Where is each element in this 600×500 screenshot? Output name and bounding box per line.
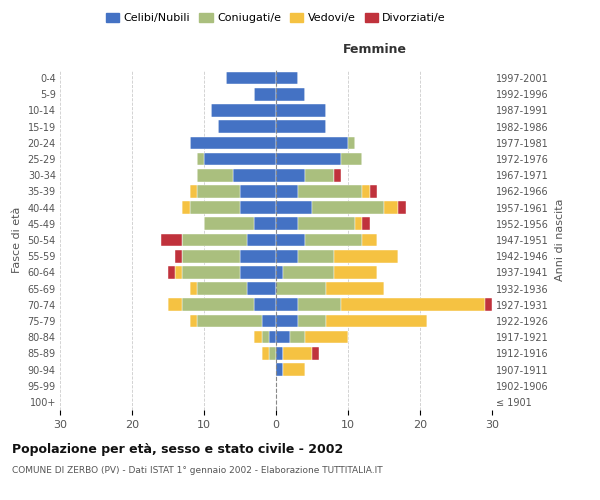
Bar xyxy=(254,88,276,101)
Bar xyxy=(305,169,334,181)
Text: COMUNE DI ZERBO (PV) - Dati ISTAT 1° gennaio 2002 - Elaborazione TUTTITALIA.IT: COMUNE DI ZERBO (PV) - Dati ISTAT 1° gen… xyxy=(12,466,383,475)
Bar xyxy=(398,202,406,214)
Bar xyxy=(276,347,283,360)
Bar xyxy=(341,152,362,166)
Bar xyxy=(240,266,276,278)
Bar xyxy=(276,169,305,181)
Bar xyxy=(370,185,377,198)
Bar xyxy=(485,298,492,311)
Y-axis label: Fasce di età: Fasce di età xyxy=(12,207,22,273)
Bar xyxy=(326,282,384,295)
Bar xyxy=(190,314,197,328)
Bar xyxy=(283,347,312,360)
Bar xyxy=(204,152,276,166)
Bar xyxy=(269,331,276,344)
Bar xyxy=(276,314,298,328)
Bar xyxy=(182,266,240,278)
Bar xyxy=(226,72,276,85)
Bar xyxy=(276,266,283,278)
Bar xyxy=(298,314,326,328)
Bar xyxy=(276,185,298,198)
Bar xyxy=(276,104,326,117)
Bar xyxy=(283,363,305,376)
Bar xyxy=(182,234,247,246)
Bar xyxy=(190,282,197,295)
Bar xyxy=(348,136,355,149)
Bar xyxy=(197,185,240,198)
Text: Popolazione per età, sesso e stato civile - 2002: Popolazione per età, sesso e stato civil… xyxy=(12,442,343,456)
Bar xyxy=(197,169,233,181)
Bar xyxy=(355,218,362,230)
Bar xyxy=(262,331,269,344)
Bar xyxy=(161,234,182,246)
Bar xyxy=(190,136,276,149)
Bar xyxy=(269,347,276,360)
Bar xyxy=(211,104,276,117)
Bar xyxy=(362,218,370,230)
Bar xyxy=(298,298,341,311)
Bar xyxy=(276,120,326,133)
Bar xyxy=(240,250,276,262)
Bar xyxy=(276,88,305,101)
Legend: Celibi/Nubili, Coniugati/e, Vedovi/e, Divorziati/e: Celibi/Nubili, Coniugati/e, Vedovi/e, Di… xyxy=(101,8,451,28)
Bar xyxy=(182,298,254,311)
Bar xyxy=(276,282,326,295)
Bar xyxy=(240,202,276,214)
Bar xyxy=(182,202,190,214)
Bar xyxy=(204,218,254,230)
Bar xyxy=(262,314,276,328)
Bar xyxy=(254,331,262,344)
Bar xyxy=(276,218,298,230)
Bar xyxy=(168,266,175,278)
Bar xyxy=(298,185,362,198)
Bar xyxy=(298,250,334,262)
Bar xyxy=(240,185,276,198)
Text: Femmine: Femmine xyxy=(343,44,407,57)
Bar xyxy=(254,298,276,311)
Bar xyxy=(247,234,276,246)
Bar xyxy=(276,72,298,85)
Bar xyxy=(276,298,298,311)
Bar xyxy=(197,152,204,166)
Bar xyxy=(197,314,262,328)
Bar xyxy=(298,218,355,230)
Bar xyxy=(190,185,197,198)
Bar xyxy=(247,282,276,295)
Bar xyxy=(334,266,377,278)
Bar xyxy=(326,314,427,328)
Bar xyxy=(190,202,240,214)
Bar xyxy=(218,120,276,133)
Bar xyxy=(334,250,398,262)
Bar xyxy=(182,250,240,262)
Bar xyxy=(168,298,182,311)
Bar xyxy=(362,234,377,246)
Bar xyxy=(276,234,305,246)
Y-axis label: Anni di nascita: Anni di nascita xyxy=(554,198,565,281)
Bar xyxy=(262,347,269,360)
Bar xyxy=(305,234,362,246)
Bar xyxy=(276,363,283,376)
Bar xyxy=(312,347,319,360)
Bar xyxy=(276,136,348,149)
Bar xyxy=(254,218,276,230)
Bar xyxy=(276,152,341,166)
Bar xyxy=(276,331,290,344)
Bar xyxy=(312,202,384,214)
Bar xyxy=(276,250,298,262)
Bar xyxy=(341,298,485,311)
Bar xyxy=(175,266,182,278)
Bar xyxy=(290,331,305,344)
Bar xyxy=(283,266,334,278)
Bar xyxy=(175,250,182,262)
Bar xyxy=(197,282,247,295)
Bar xyxy=(305,331,348,344)
Bar xyxy=(384,202,398,214)
Bar xyxy=(233,169,276,181)
Bar xyxy=(334,169,341,181)
Bar xyxy=(362,185,370,198)
Bar xyxy=(276,202,312,214)
